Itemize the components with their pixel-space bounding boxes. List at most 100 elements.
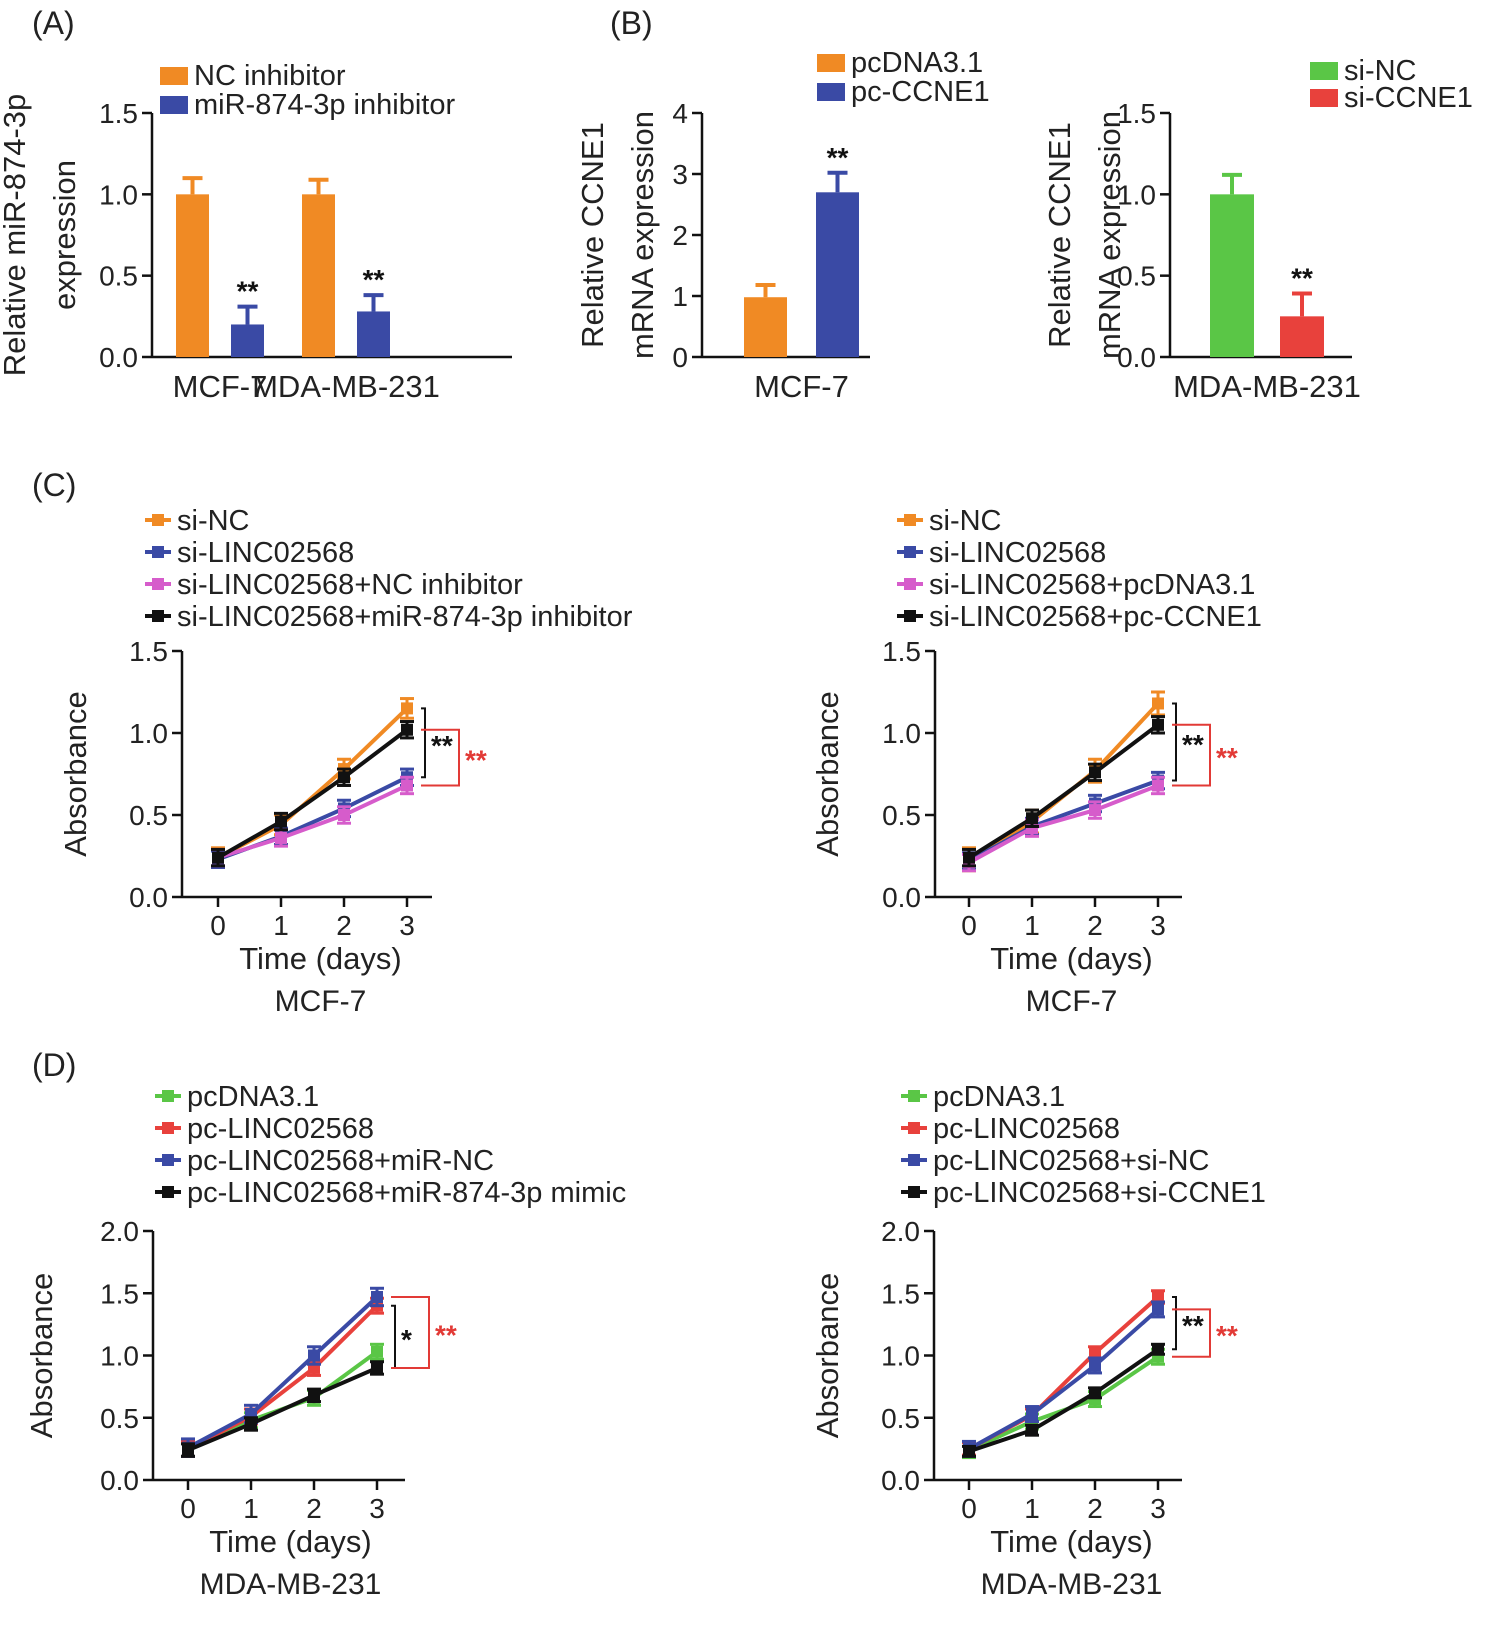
- chart-c1-data-point: [401, 702, 413, 715]
- chart-a-significance-label: **: [237, 276, 259, 307]
- chart-a-bar: [231, 324, 264, 357]
- chart-a-relative-mir-874-3p: 0.0 0.5 1.0 1.5 Relative miR-874-3p expressio…: [0, 60, 512, 404]
- chart-b1-legend-label: pc-CCNE1: [851, 76, 990, 108]
- chart-c2-legend-label: si-LINC02568+pc-CCNE1: [929, 601, 1262, 633]
- chart-c2-data-point: [963, 851, 975, 864]
- chart-c1-x-tick-label: 1: [273, 910, 289, 941]
- chart-c1-significance-bracket: [421, 707, 426, 779]
- chart-c1-x-tick-label: 2: [336, 910, 352, 941]
- chart-a-legend-swatch: [160, 67, 188, 85]
- chart-c1-legend-label: si-LINC02568: [177, 537, 354, 569]
- chart-b1-y-tick-label: 2: [672, 220, 688, 251]
- chart-a-legend-label: miR-874-3p inhibitor: [194, 89, 455, 121]
- chart-d2-data-point: [1026, 1408, 1038, 1421]
- chart-d2-significance-label: **: [1182, 1310, 1204, 1341]
- chart-a-y-tick-label: 0.5: [99, 261, 138, 292]
- chart-b2-y-tick-label: 1.0: [1117, 179, 1156, 210]
- chart-d2-x-tick-label: 1: [1024, 1493, 1040, 1524]
- chart-b2-y-tick-label: 1.5: [1117, 98, 1156, 129]
- chart-c2-series-line: [967, 723, 1160, 860]
- chart-c2-x-tick-label: 0: [961, 910, 977, 941]
- chart-b1-y-axis-label: Relative CCNE1: [575, 122, 610, 348]
- chart-d2-data-point: [1152, 1290, 1164, 1303]
- chart-c1-data-point: [212, 851, 224, 864]
- chart-d2-y-tick-label: 2.0: [881, 1216, 920, 1247]
- chart-c1-data-point: [275, 815, 287, 828]
- chart-a-y-tick-label: 1.5: [99, 98, 138, 129]
- chart-c1-x-tick-label: 0: [210, 910, 226, 941]
- chart-c1-y-tick-label: 1.5: [129, 636, 168, 667]
- chart-d2-x-tick-label: 0: [961, 1493, 977, 1524]
- chart-d1-legend-label: pc-LINC02568+miR-874-3p mimic: [187, 1177, 626, 1209]
- chart-c2-series-line: [968, 783, 1159, 865]
- panel-label-c: (C): [32, 467, 76, 503]
- chart-d2-series-line: [968, 1295, 1160, 1451]
- chart-c1-legend-marker: [152, 578, 164, 590]
- chart-c1-data-point: [338, 809, 350, 821]
- panel-label-b: (B): [610, 5, 653, 41]
- chart-c2-legend-label: si-LINC02568+pcDNA3.1: [929, 569, 1255, 601]
- chart-d1-legend-label: pc-LINC02568: [187, 1113, 374, 1145]
- chart-d1-legend-marker: [162, 1122, 174, 1134]
- chart-c2-legend-label: si-NC: [929, 505, 1002, 537]
- chart-b-ccne1-mcf7: 0 1 2 3 4 Relative CCNE1 mRNA expression ** MCF-…: [575, 47, 990, 404]
- chart-b2-bar: [1210, 194, 1254, 357]
- chart-c1-y-tick-label: 0.5: [129, 800, 168, 831]
- chart-c2-data-point: [1026, 812, 1038, 825]
- chart-a-bar: [176, 194, 209, 357]
- chart-c2-series-line: [967, 702, 1160, 861]
- chart-d1-significance-bracket: [391, 1295, 430, 1369]
- chart-c2-significance-label: **: [1216, 742, 1238, 773]
- chart-c2-legend-marker: [904, 546, 916, 558]
- chart-d2-legend-label: pc-LINC02568+si-NC: [933, 1145, 1209, 1177]
- chart-d1-legend-marker: [162, 1186, 174, 1198]
- chart-c1-series-line: [217, 728, 409, 860]
- chart-c1-significance-label: **: [431, 730, 453, 761]
- chart-c1-legend-label: si-NC: [177, 505, 250, 537]
- chart-b1-y-tick-label: 1: [672, 281, 688, 312]
- chart-c1-series-line: [217, 706, 409, 860]
- chart-c2-significance-label: **: [1182, 729, 1204, 760]
- chart-d1-data-point: [245, 1417, 257, 1430]
- chart-c2-x-tick-label: 1: [1024, 910, 1040, 941]
- chart-c2-data-point: [1152, 718, 1164, 731]
- chart-a-bar: [302, 194, 335, 357]
- chart-c2-y-tick-label: 1.0: [882, 718, 921, 749]
- chart-d2-y-axis-label: Absorbance: [810, 1273, 845, 1438]
- chart-c2-data-point: [1152, 779, 1164, 792]
- chart-d2-x-axis-label: Time (days): [990, 1524, 1152, 1559]
- chart-c2-data-point: [1089, 766, 1101, 779]
- chart-c2-y-tick-label: 1.5: [882, 636, 921, 667]
- chart-d2-legend-marker: [908, 1154, 920, 1166]
- chart-d2-y-tick-label: 0.5: [881, 1403, 920, 1434]
- chart-d1-data-point: [308, 1389, 320, 1402]
- chart-b2-y-tick-label: 0.5: [1117, 261, 1156, 292]
- chart-d1-significance-bracket: [391, 1304, 396, 1369]
- chart-b2-y-axis-label: Relative CCNE1: [1042, 122, 1077, 348]
- chart-d1-y-axis-label: Absorbance: [24, 1273, 59, 1438]
- chart-d2-legend-marker: [908, 1090, 920, 1102]
- chart-b1-y-tick-label: 4: [672, 98, 688, 129]
- chart-c1-legend-marker: [152, 514, 164, 526]
- panel-label-a: (A): [32, 5, 75, 41]
- chart-d1-legend-marker: [162, 1154, 174, 1166]
- chart-d2-data-point: [1089, 1347, 1101, 1360]
- chart-d1-data-point: [308, 1349, 320, 1362]
- chart-a-y-tick-label: 0.0: [99, 342, 138, 373]
- chart-b1-y-tick-label: 0: [672, 342, 688, 373]
- chart-d1-significance-label: **: [435, 1319, 457, 1350]
- chart-d1-legend-label: pc-LINC02568+miR-NC: [187, 1145, 494, 1177]
- chart-a-category-label: MCF-7: [173, 369, 268, 404]
- chart-b1-legend-swatch: [817, 54, 845, 72]
- chart-d1-legend-marker: [162, 1090, 174, 1102]
- chart-d2-x-tick-label: 3: [1150, 1493, 1166, 1524]
- chart-b1-bar: [816, 192, 859, 357]
- chart-b2-legend-label: si-CCNE1: [1344, 82, 1473, 114]
- chart-d2-data-point: [1089, 1386, 1101, 1399]
- chart-c1-y-tick-label: 1.0: [129, 718, 168, 749]
- chart-d2-significance-label: **: [1216, 1320, 1238, 1351]
- chart-d1-y-tick-label: 1.0: [100, 1341, 139, 1372]
- chart-b-ccne1-mda-mb-231: 0.0 0.5 1.0 1.5 Relative CCNE1 mRNA expressio…: [1042, 55, 1473, 404]
